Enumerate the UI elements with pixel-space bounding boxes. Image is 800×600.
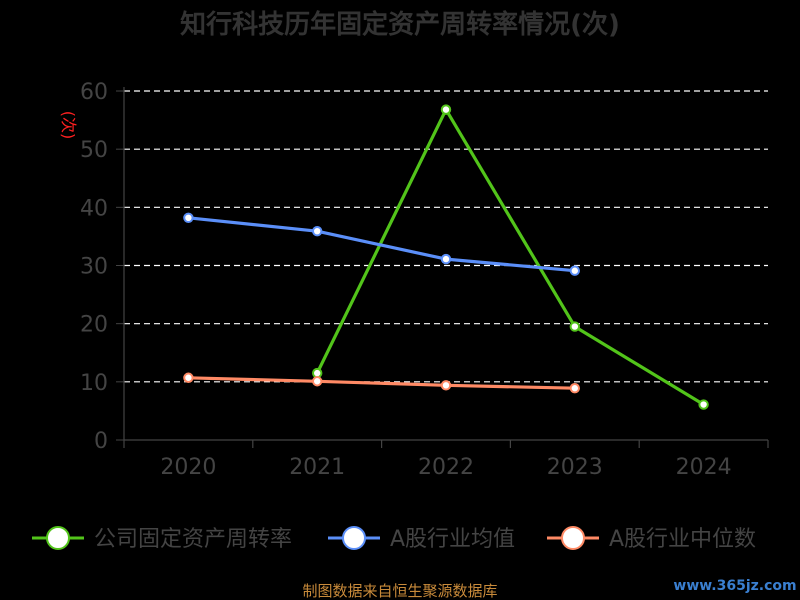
grid-lines — [124, 91, 768, 382]
data-point — [442, 105, 450, 113]
data-point — [571, 384, 579, 392]
y-axis-label: (次) — [59, 111, 78, 140]
legend-swatch-marker — [562, 527, 584, 549]
y-tick-label: 30 — [80, 255, 108, 280]
data-point — [571, 322, 579, 330]
series-line — [317, 110, 703, 405]
legend[interactable]: 公司固定资产周转率 A股行业均值 A股行业中位数 — [32, 527, 756, 552]
axes — [116, 87, 768, 448]
data-point — [313, 227, 321, 235]
legend-swatch-marker — [47, 527, 69, 549]
data-point — [313, 377, 321, 385]
legend-item[interactable]: A股行业中位数 — [547, 527, 756, 552]
chart-title: 知行科技历年固定资产周转率情况(次) — [180, 9, 620, 40]
legend-swatch-marker — [343, 527, 365, 549]
y-tick-label: 50 — [80, 138, 108, 163]
legend-item[interactable]: 公司固定资产周转率 — [32, 527, 292, 552]
data-point — [442, 381, 450, 389]
series-line — [188, 218, 574, 271]
data-point — [571, 267, 579, 275]
data-point — [184, 214, 192, 222]
data-point — [184, 374, 192, 382]
source-note: 制图数据来自恒生聚源数据库 — [302, 582, 497, 600]
data-point — [699, 400, 707, 408]
x-tick-label: 2023 — [547, 455, 603, 480]
y-tick-label: 10 — [80, 371, 108, 396]
y-tick-label: 40 — [80, 196, 108, 221]
x-tick-label: 2024 — [676, 455, 732, 480]
legend-label: A股行业均值 — [390, 527, 515, 552]
legend-item[interactable]: A股行业均值 — [328, 527, 515, 552]
y-tick-label: 60 — [80, 80, 108, 105]
legend-label: A股行业中位数 — [609, 527, 756, 552]
watermark: www.365jz.com — [673, 578, 796, 594]
legend-label: 公司固定资产周转率 — [94, 527, 292, 552]
data-point — [313, 369, 321, 377]
data-point — [442, 255, 450, 263]
y-tick-label: 0 — [94, 429, 108, 454]
series-group — [184, 105, 708, 408]
x-tick-label: 2021 — [289, 455, 345, 480]
y-tick-label: 20 — [80, 313, 108, 338]
x-tick-label: 2022 — [418, 455, 474, 480]
x-tick-label: 2020 — [160, 455, 216, 480]
tick-labels: 0 10 20 30 40 50 60 2020 2021 2022 2023 2024 — [80, 80, 732, 480]
series-line — [188, 378, 574, 388]
